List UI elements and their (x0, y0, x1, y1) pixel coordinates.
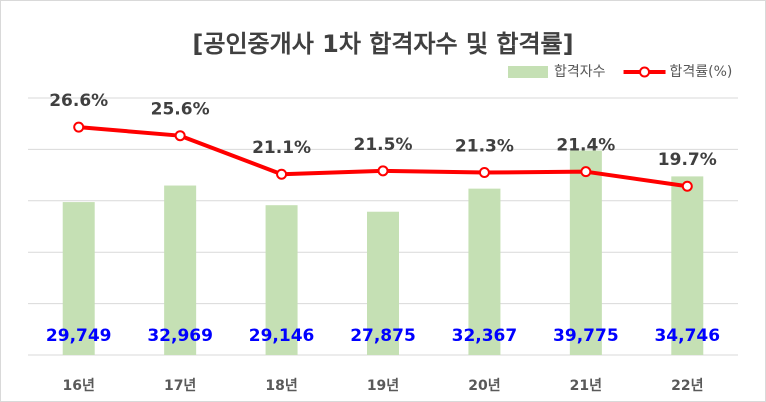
bar-value-label: 32,367 (452, 326, 518, 346)
bar (468, 188, 501, 355)
x-tick-label: 22년 (671, 378, 703, 394)
bar (164, 185, 197, 355)
line-marker (276, 168, 288, 180)
line-marker (580, 166, 592, 178)
bar-value-label: 27,875 (350, 326, 416, 346)
line-value-label: 19.7% (658, 150, 717, 170)
bar (569, 150, 602, 355)
line-marker (377, 165, 389, 177)
line-marker (478, 167, 490, 179)
bar-value-label: 32,969 (147, 326, 213, 346)
legend-label: 합격률(%) (670, 64, 733, 80)
line-marker (73, 121, 85, 133)
legend-marker (639, 66, 651, 78)
line-value-label: 26.6% (49, 91, 108, 111)
x-tick-label: 16년 (63, 378, 95, 394)
bar (671, 176, 704, 355)
line-marker (174, 130, 186, 142)
legend-label: 합격자수 (554, 64, 606, 80)
line-value-label: 21.5% (354, 135, 413, 155)
line-value-label: 21.3% (455, 137, 514, 157)
x-tick-label: 17년 (164, 378, 196, 394)
x-tick-label: 20년 (468, 378, 500, 394)
legend-swatch (508, 66, 548, 78)
bar-value-label: 39,775 (553, 326, 619, 346)
x-tick-label: 18년 (265, 378, 297, 394)
line-value-label: 25.6% (151, 100, 210, 120)
bar (62, 202, 95, 355)
bar-value-label: 29,146 (249, 326, 315, 346)
x-tick-label: 21년 (570, 378, 602, 394)
bar (265, 205, 298, 355)
x-tick-label: 19년 (367, 378, 399, 394)
chart-title: [공인중개사 1차 합격자수 및 합격률] (192, 30, 573, 58)
line-marker (681, 180, 693, 192)
line-value-label: 21.4% (556, 136, 615, 156)
bar-value-label: 29,749 (46, 326, 112, 346)
bar (367, 211, 399, 355)
bar-value-label: 34,746 (654, 326, 720, 346)
line-value-label: 21.1% (252, 138, 311, 158)
